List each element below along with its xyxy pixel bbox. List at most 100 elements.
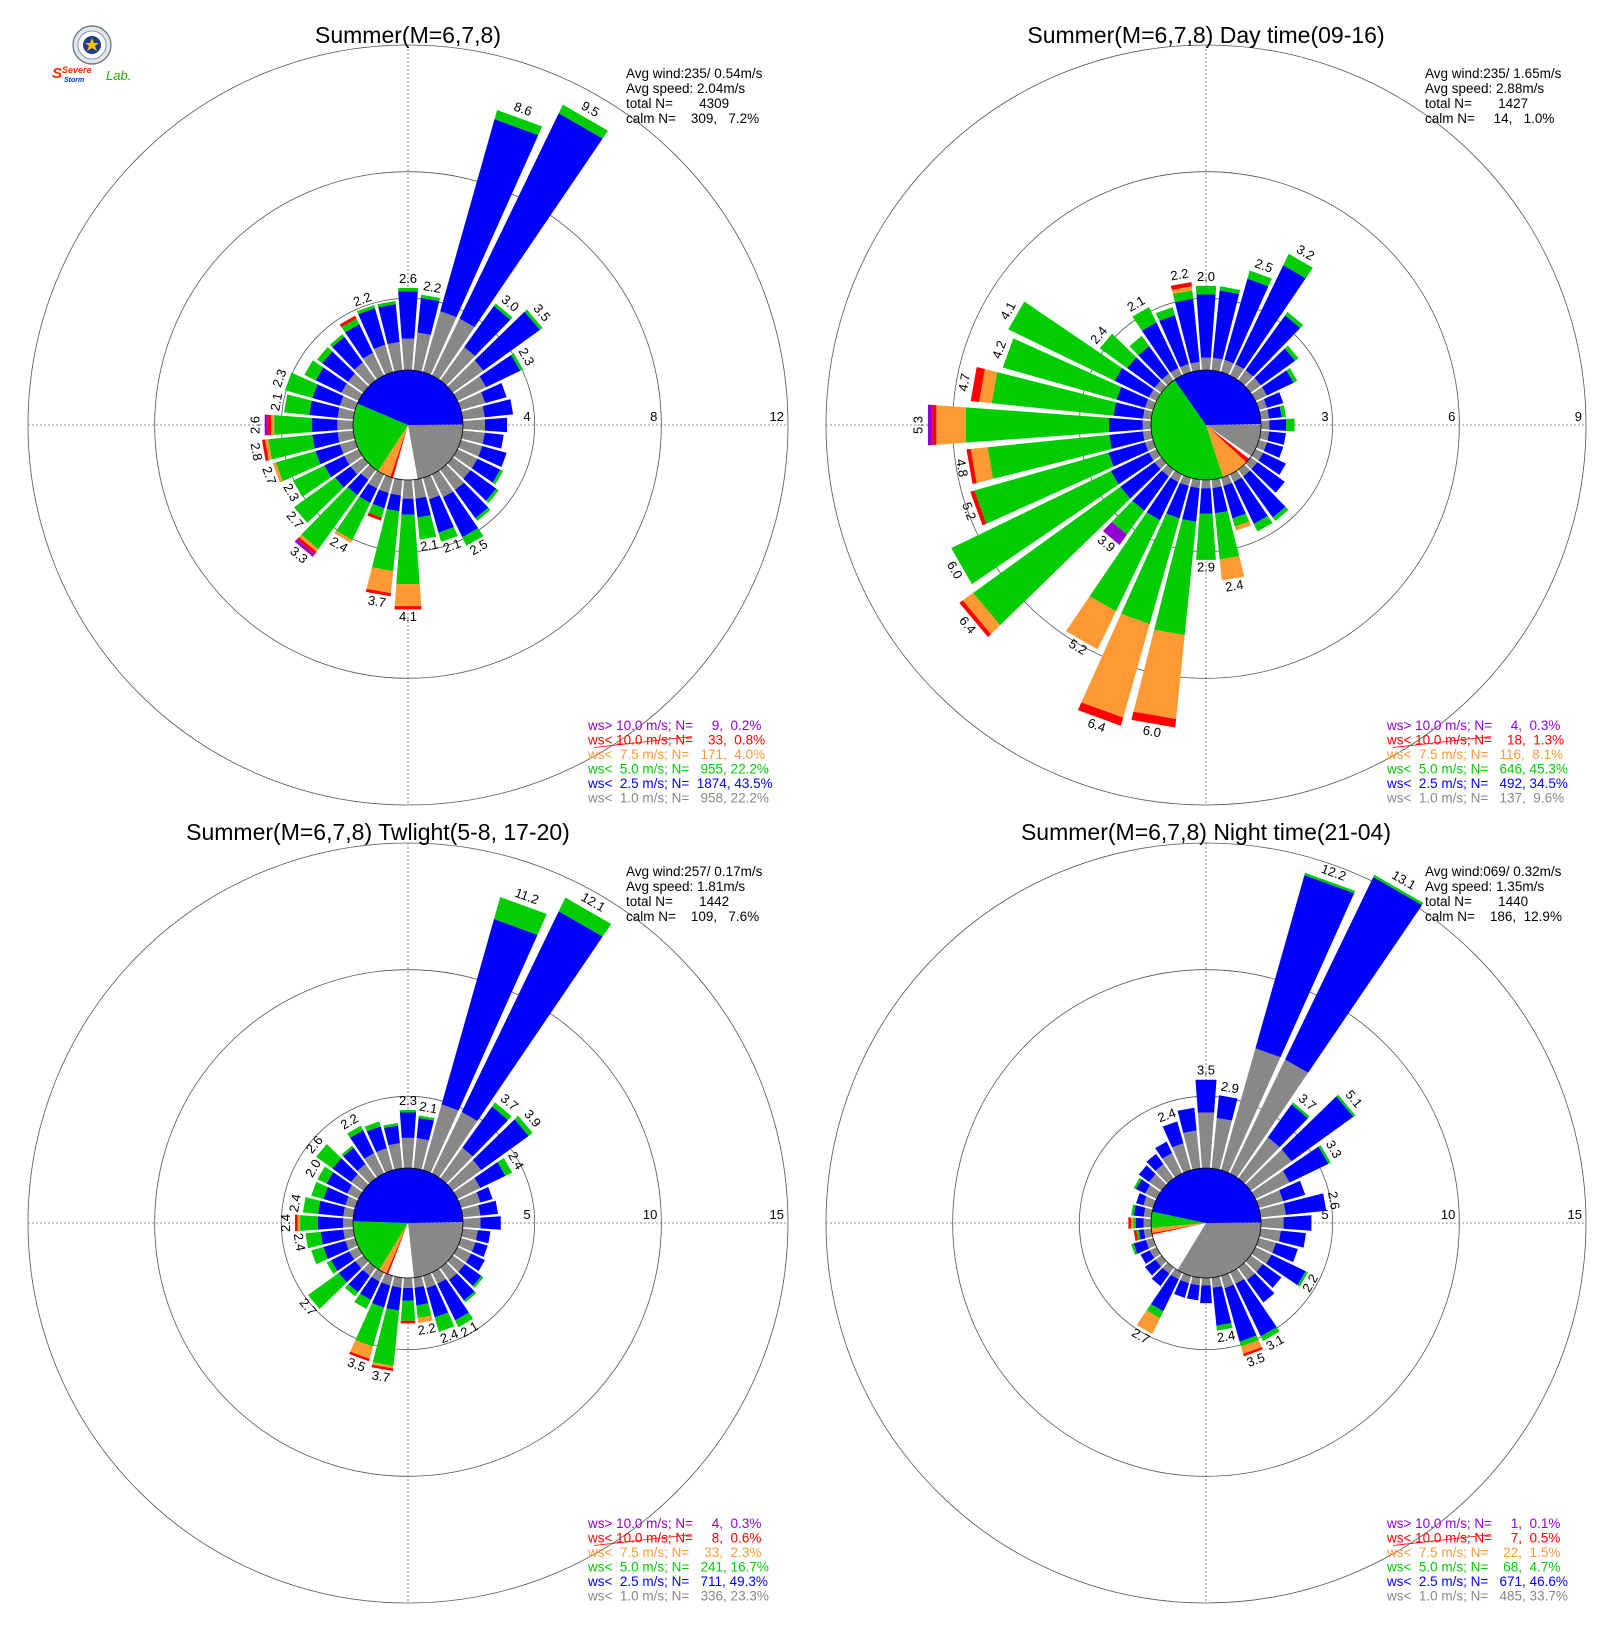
bar-segment-lt2_5 — [1251, 462, 1285, 493]
direction-bar — [1256, 392, 1284, 411]
bar-segment-lt5 — [475, 507, 491, 521]
bar-segment-lt5 — [974, 452, 1114, 524]
bar-segment-lt2_5 — [1136, 1193, 1147, 1206]
ring-label: 8 — [650, 409, 657, 424]
bar-segment-lt1 — [1183, 1130, 1201, 1170]
direction-bar — [1174, 1273, 1192, 1298]
bar-segment-lt2_5 — [360, 1276, 380, 1300]
stats-line: calm N= 14, 1.0% — [1425, 111, 1554, 126]
bar-segment-lt1 — [447, 1159, 482, 1191]
bar-segment-lt1 — [462, 419, 485, 431]
direction-bar — [1200, 1277, 1212, 1304]
legend-strike — [593, 1534, 693, 1546]
direction-bar: 2.2 — [351, 289, 394, 375]
bar-segment-lt2_5 — [1138, 1229, 1146, 1240]
bar-segment-lt7_5 — [394, 584, 422, 607]
bar-segment-lt1 — [1220, 475, 1233, 487]
bar-segment-lt1 — [1201, 479, 1211, 489]
bar-segment-lt1 — [401, 338, 415, 371]
bar-segment-lt5 — [1291, 1102, 1310, 1119]
bar-segment-lt2_5 — [458, 1264, 482, 1287]
bar-segment-lt5 — [316, 1144, 342, 1169]
bar-segment-lt2_5 — [440, 119, 539, 318]
bar-segment-gt10 — [1102, 521, 1127, 545]
bar-segment-lt10 — [970, 490, 987, 526]
legend-entry-lt1: ws< 1.0 m/s; N= 336, 23.3% — [587, 1589, 769, 1604]
bar-segment-lt2_5 — [1120, 462, 1161, 499]
bar-segment-lt1 — [1142, 409, 1153, 420]
bar-segment-lt2_5 — [1212, 486, 1228, 514]
direction-bar: 5.2 — [1065, 470, 1183, 658]
direction-bar — [383, 1122, 403, 1170]
bar-segment-lt5 — [399, 1110, 417, 1113]
pie-slice-lt10 — [386, 1223, 408, 1275]
bar-label: 2.6 — [399, 271, 417, 286]
bar-segment-lt5 — [991, 372, 1116, 416]
bar-segment-lt2_5 — [1235, 1278, 1277, 1337]
bar-segment-lt2_5 — [1254, 348, 1296, 386]
bar-segment-lt5 — [1131, 1243, 1138, 1255]
bar-segment-lt1 — [1251, 386, 1267, 402]
bar-segment-lt1 — [462, 1217, 481, 1229]
bar-segment-lt2_5 — [343, 1147, 366, 1171]
bar-segment-lt2_5 — [386, 1286, 402, 1311]
bar-segment-lt2_5 — [331, 1251, 355, 1271]
bar-segment-lt1 — [1238, 1262, 1255, 1280]
direction-bar: 2.6 — [248, 414, 354, 436]
bar-segment-lt2_5 — [322, 351, 355, 382]
bar-segment-lt5 — [396, 514, 420, 585]
bar-segment-lt5 — [1272, 506, 1289, 521]
bar-segment-lt2_5 — [454, 482, 489, 519]
bar-label: 2.0 — [1197, 269, 1215, 284]
bar-segment-lt1 — [458, 392, 486, 411]
stats-line: total N= 1440 — [1425, 894, 1528, 909]
direction-bar — [311, 1237, 358, 1265]
direction-bar — [461, 399, 514, 420]
bar-segment-lt2_5 — [1150, 1274, 1179, 1312]
bar-segment-lt5 — [1002, 338, 1122, 400]
direction-bar — [1259, 1228, 1307, 1248]
bar-segment-lt1 — [339, 395, 358, 411]
bar-segment-lt7_5 — [271, 414, 275, 436]
bar-segment-lt1 — [1211, 1276, 1222, 1288]
bar-segment-lt5 — [329, 334, 345, 347]
direction-bar: 3.9 — [447, 1107, 544, 1191]
bar-segment-lt1 — [440, 1147, 473, 1184]
bar-segment-lt2_5 — [1162, 1121, 1184, 1148]
bar-segment-lt2_5 — [1282, 1146, 1329, 1183]
bar-segment-lt1 — [1229, 1268, 1245, 1284]
pie-slice-lt7_5 — [379, 1223, 408, 1274]
pie-slice-calm — [1152, 1223, 1206, 1270]
bar-segment-lt5 — [1196, 513, 1216, 560]
direction-bar — [461, 1228, 491, 1244]
bar-segment-lt2_5 — [426, 1284, 449, 1318]
bar-segment-lt1 — [447, 1255, 465, 1272]
direction-bar — [326, 1246, 363, 1274]
bar-segment-lt5 — [356, 305, 375, 315]
bar-segment-lt2_5 — [386, 493, 401, 512]
bar-segment-lt1 — [413, 332, 431, 372]
bar-segment-lt2_5 — [1151, 1267, 1170, 1287]
bar-segment-lt5 — [1154, 519, 1197, 636]
legend-entry-lt2_5: ws< 2.5 m/s; N= 492, 34.5% — [1386, 776, 1568, 791]
legend-entry-lt5: ws< 5.0 m/s; N= 68, 4.7% — [1386, 1560, 1560, 1575]
bar-segment-lt2_5 — [347, 473, 369, 496]
bar-segment-lt1 — [1229, 364, 1245, 380]
stats-line: total N= 1442 — [626, 894, 729, 909]
direction-bar: 6.0 — [1131, 478, 1201, 740]
direction-bar — [1177, 1107, 1201, 1170]
bar-segment-lt2_5 — [474, 311, 540, 371]
direction-bar: 3.5 — [345, 1273, 394, 1375]
bar-segment-lt1 — [422, 1273, 436, 1289]
bar-segment-lt2_5 — [1224, 278, 1269, 364]
bar-segment-lt2_5 — [1127, 357, 1161, 388]
bar-label: 4.1 — [399, 609, 417, 624]
bar-label: 2.1 — [441, 536, 463, 556]
ring-label: 15 — [770, 1207, 784, 1222]
bar-segment-lt5 — [1373, 874, 1424, 906]
direction-bar: 2.8 — [248, 430, 355, 462]
bar-segment-lt1 — [1143, 1196, 1156, 1209]
direction-bar: 12.1 — [431, 889, 612, 1178]
bar-segment-lt5 — [300, 1215, 318, 1231]
